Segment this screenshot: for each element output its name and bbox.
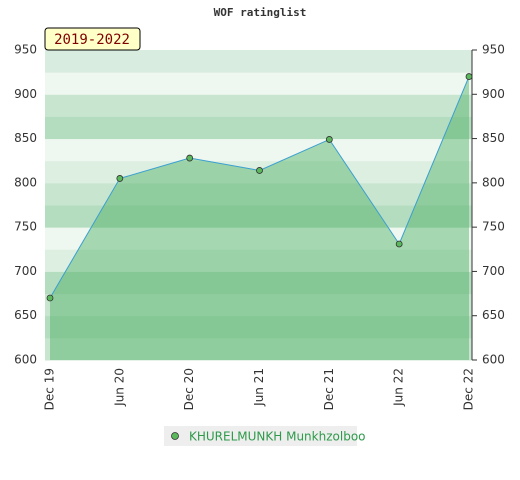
band bbox=[45, 205, 472, 228]
band bbox=[45, 337, 472, 361]
band bbox=[45, 50, 472, 73]
legend-label: KHURELMUNKH Munkhzolboo bbox=[189, 430, 366, 444]
point bbox=[256, 167, 263, 174]
y2-tick-label: 600 bbox=[482, 353, 505, 367]
y-tick-label: 600 bbox=[14, 353, 37, 367]
y-tick-label: 800 bbox=[14, 175, 37, 189]
y2-tick-label: 750 bbox=[482, 220, 505, 234]
band bbox=[45, 227, 472, 250]
y-tick-label: 650 bbox=[14, 308, 37, 322]
band bbox=[45, 271, 472, 295]
x-tick-label: Dec 20 bbox=[182, 368, 196, 410]
y2-tick-label: 900 bbox=[482, 87, 505, 101]
legend bbox=[164, 426, 357, 446]
x-tick-label: Dec 21 bbox=[322, 368, 336, 410]
point bbox=[395, 240, 403, 248]
y2-tick-label: 650 bbox=[482, 308, 505, 322]
point bbox=[186, 154, 194, 162]
x-tick-label: Jun 20 bbox=[112, 368, 126, 407]
point bbox=[325, 136, 333, 143]
plot bbox=[46, 73, 473, 361]
point bbox=[116, 175, 124, 182]
x-tick-label: Dec 22 bbox=[462, 368, 476, 410]
x-tick-label: Dec 19 bbox=[43, 368, 57, 410]
band bbox=[45, 94, 472, 117]
y2-tick-label: 850 bbox=[482, 131, 505, 145]
y-tick-label: 950 bbox=[14, 43, 37, 57]
band bbox=[45, 116, 472, 140]
y2-tick-label: 800 bbox=[482, 175, 505, 189]
y-tick-label: 750 bbox=[14, 220, 37, 234]
y-tick-label: 850 bbox=[14, 131, 37, 145]
y2-tick-label: 700 bbox=[482, 264, 505, 278]
x-tick-label: Jun 21 bbox=[252, 368, 266, 407]
band bbox=[45, 138, 472, 162]
chart-title: WOF ratinglist bbox=[214, 6, 307, 19]
band bbox=[45, 293, 472, 317]
legend-marker bbox=[171, 432, 179, 440]
y-tick-label: 900 bbox=[14, 87, 37, 101]
y2-tick-label: 950 bbox=[482, 43, 505, 57]
band bbox=[45, 315, 472, 339]
band bbox=[45, 182, 472, 206]
point bbox=[465, 73, 473, 80]
y-tick-label: 700 bbox=[14, 264, 37, 278]
area bbox=[50, 76, 469, 361]
annotation-box bbox=[44, 27, 141, 51]
band bbox=[45, 249, 472, 272]
annotation: 2019-2022 bbox=[54, 32, 130, 48]
x-tick-label: Jun 22 bbox=[392, 368, 406, 407]
point bbox=[46, 294, 54, 302]
band bbox=[45, 72, 472, 95]
